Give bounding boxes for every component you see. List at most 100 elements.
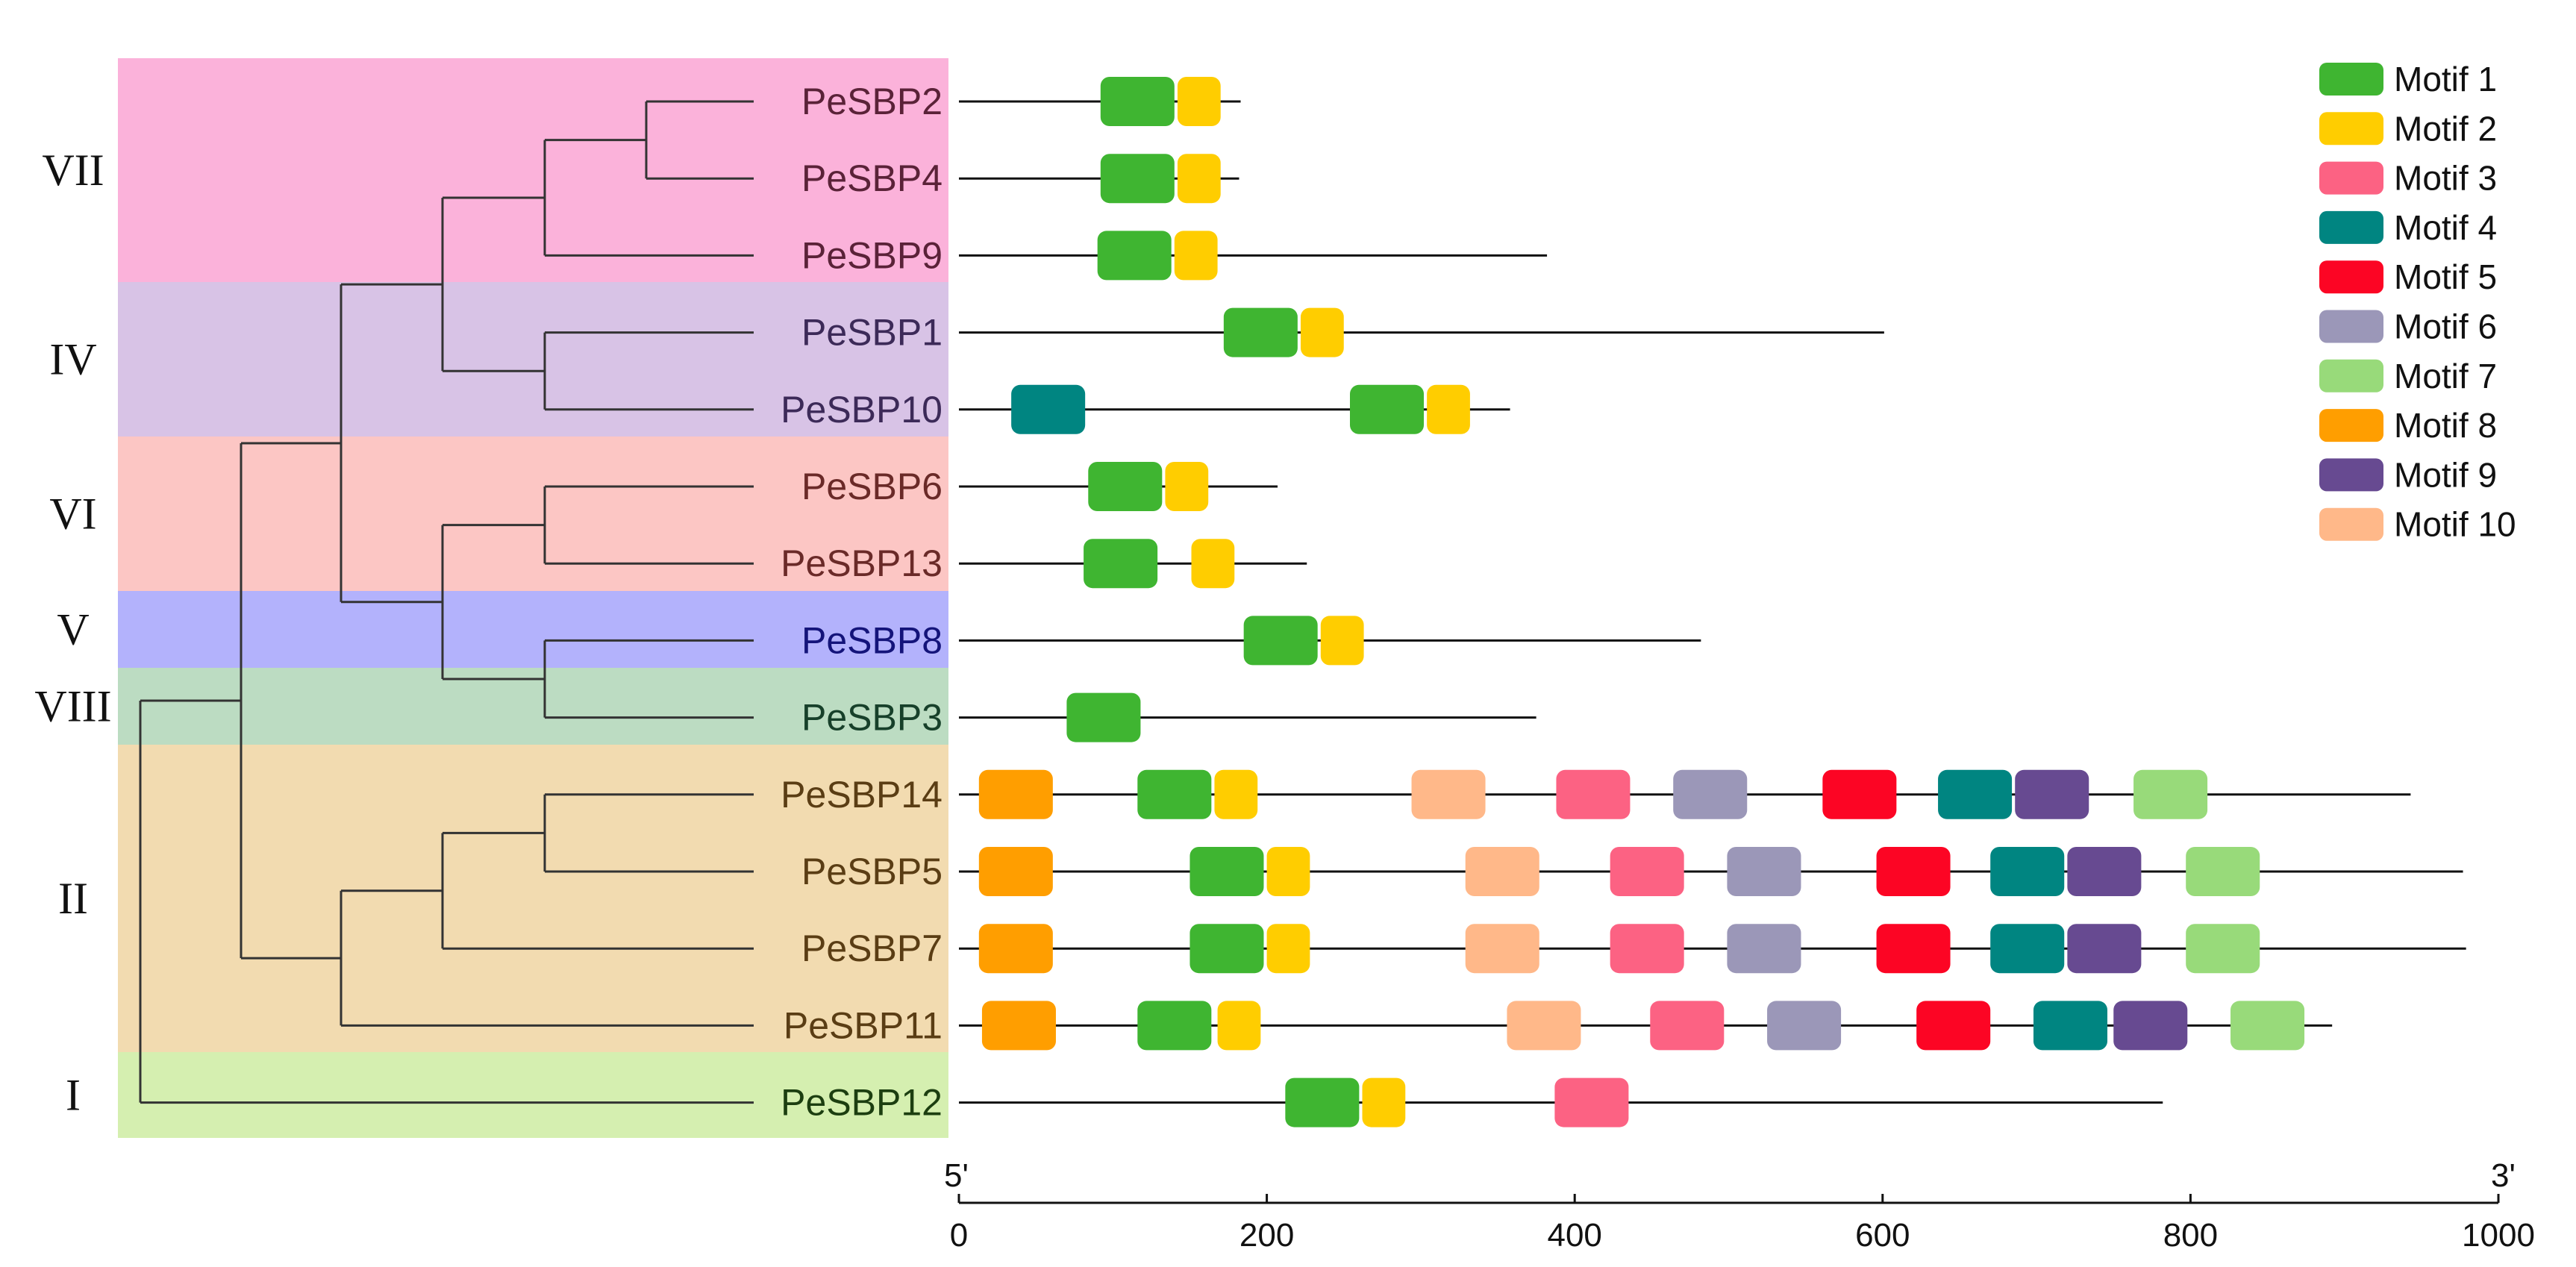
motif-6 [1727,924,1801,974]
axis-end-label: 3' [2491,1157,2516,1194]
group-label: IV [49,335,96,384]
motif-3 [1650,1001,1725,1051]
legend-item: Motif 6 [2319,307,2497,346]
axis-start-label: 5' [944,1157,969,1194]
motif-2 [1165,462,1209,511]
axis-tick-label: 1000 [2462,1217,2535,1254]
group-band [118,437,948,591]
group-label: VI [49,489,96,539]
motif-2 [1174,231,1218,281]
legend-swatch [2319,409,2383,442]
motif-6 [1727,847,1801,896]
gene-label: PeSBP7 [801,927,942,969]
motif-8 [978,769,1053,819]
motif-2 [1177,77,1221,126]
group-band [118,591,948,668]
motif-5 [1822,769,1897,819]
x-axis: 0 200 400 600 800 1000 5' 3' [944,1157,2535,1254]
motif-7 [2186,924,2260,974]
motif-2 [1362,1077,1406,1127]
gene-label: PeSBP10 [781,389,942,431]
gene-label: PeSBP13 [781,542,942,584]
legend-item: Motif 4 [2319,208,2497,247]
motif-2 [1300,307,1344,357]
gene-track [959,847,2463,896]
group-band [118,282,948,437]
group-label: I [66,1071,81,1120]
motif-2 [1427,384,1470,434]
gene-track [959,1001,2333,1051]
motif-7 [2186,847,2260,896]
axis-tick-label: 0 [950,1217,968,1254]
motif-1 [1084,539,1158,589]
motif-1 [1223,307,1298,357]
motif-1 [1243,616,1318,666]
motif-2 [1217,1001,1261,1051]
gene-track [959,231,1548,281]
motif-1 [1137,1001,1212,1051]
motif-9 [2067,924,2142,974]
group-band [118,58,948,282]
gene-labels: PeSBP2 PeSBP4 PeSBP9 PeSBP1 PeSBP10 PeSBP6 PeS… [781,81,942,1124]
legend-label: Motif 1 [2394,60,2497,98]
legend-swatch [2319,161,2383,195]
legend-label: Motif 8 [2394,406,2497,445]
phylogenetic-tree [139,100,754,1104]
motif-1 [1189,847,1264,896]
legend-label: Motif 2 [2394,109,2497,148]
legend-label: Motif 7 [2394,357,2497,395]
motif-8 [978,847,1053,896]
gene-label: PeSBP11 [784,1004,942,1046]
legend-item: Motif 1 [2319,60,2497,98]
legend-item: Motif 3 [2319,159,2497,198]
motif-2 [1191,539,1235,589]
motif-5 [1876,847,1951,896]
motif-3 [1610,847,1684,896]
motif-8 [978,924,1053,974]
gene-track [959,924,2466,974]
group-band [118,668,948,745]
motif-10 [1411,769,1486,819]
motif-2 [1266,847,1310,896]
legend-item: Motif 10 [2319,505,2516,544]
motif-5 [1916,1001,1991,1051]
gene-label: PeSBP1 [801,312,942,354]
motif-6 [1673,769,1748,819]
legend-swatch [2319,112,2383,146]
motif-4 [1990,847,2065,896]
motif-2 [1214,769,1258,819]
legend-swatch [2319,63,2383,96]
axis-tick-label: 800 [2163,1217,2218,1254]
gene-label: PeSBP9 [801,234,942,276]
motif-1 [1066,692,1141,742]
legend-item: Motif 7 [2319,357,2497,395]
gene-tracks [959,77,2466,1127]
gene-track [959,1077,2163,1127]
legend-swatch [2319,359,2383,392]
motif-1 [1097,231,1172,281]
gene-track [959,692,1536,742]
gene-label: PeSBP3 [801,697,942,739]
gene-label: PeSBP8 [801,619,942,661]
motif-10 [1507,1001,1581,1051]
motif-9 [2067,847,2142,896]
gene-label: PeSBP2 [801,81,942,122]
motif-2 [1266,924,1310,974]
motif-7 [2230,1001,2305,1051]
legend-swatch [2319,507,2383,541]
motif-1 [1350,384,1425,434]
legend-item: Motif 9 [2319,455,2497,494]
axis-tick-label: 600 [1855,1217,1910,1254]
motif-10 [1465,847,1539,896]
motif-7 [2133,769,2208,819]
axis-tick-label: 400 [1547,1217,1601,1254]
legend-label: Motif 10 [2394,505,2516,544]
legend-label: Motif 5 [2394,257,2497,296]
motif-1 [1100,77,1175,126]
group-band [118,745,948,1052]
motif-3 [1610,924,1684,974]
motif-3 [1556,769,1631,819]
motif-10 [1465,924,1539,974]
motif-4 [2033,1001,2107,1051]
